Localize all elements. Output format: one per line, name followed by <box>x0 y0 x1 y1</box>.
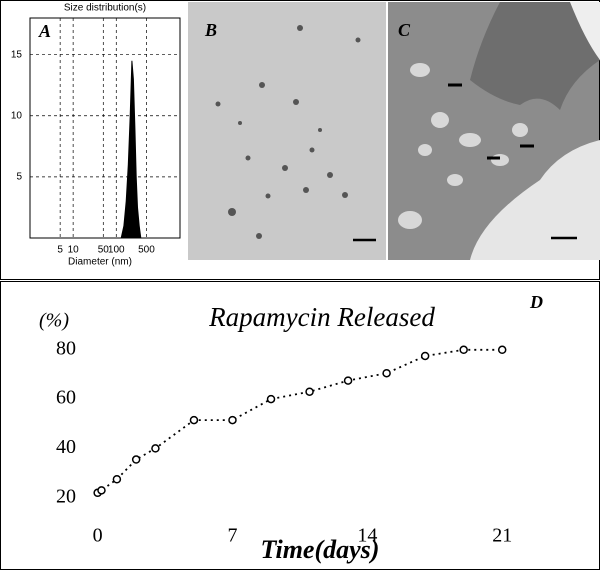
chart-title: Rapamycin Released <box>208 302 435 332</box>
data-point <box>112 474 122 484</box>
x-tick-label: 50 <box>98 245 110 256</box>
x-tick-label: 500 <box>138 245 155 256</box>
micrograph-c: C <box>388 2 600 260</box>
x-tick-label: 0 <box>93 525 103 547</box>
panel-label: C <box>398 20 411 40</box>
y-tick-label: 5 <box>16 172 22 183</box>
y-tick-label: 60 <box>56 387 76 409</box>
data-point <box>131 455 141 464</box>
data-point <box>305 387 314 396</box>
x-axis-label: Diameter (nm) <box>68 257 132 268</box>
x-tick-label: 100 <box>108 245 125 256</box>
y-tick-label: 80 <box>56 337 76 359</box>
chart-1: Rapamycin Released D (%) Time(days) 20 40 60 80… <box>39 292 543 564</box>
plot-frame <box>29 17 181 239</box>
data-point <box>459 345 468 355</box>
y-axis-label: (%) <box>39 310 69 332</box>
data-point <box>382 368 391 378</box>
data-point <box>266 394 276 404</box>
data-point <box>97 486 106 495</box>
y-tick-label: 20 <box>56 485 76 507</box>
data-point <box>497 345 507 355</box>
y-tick-label: 15 <box>11 49 23 60</box>
chart-title: Size distribution(s) <box>64 3 146 14</box>
distribution-area <box>120 60 142 239</box>
data-point <box>228 415 237 425</box>
release-line <box>97 348 503 494</box>
panel-label: A <box>38 21 51 41</box>
x-tick-label: 5 <box>57 245 63 256</box>
image-b <box>188 2 386 260</box>
x-tick-label: 10 <box>68 245 80 256</box>
y-tick-label: 40 <box>56 436 76 458</box>
panel-label: B <box>204 20 217 40</box>
panel-label: D <box>529 292 543 312</box>
x-tick-label: 21 <box>492 525 512 547</box>
micrograph-b: B <box>188 2 386 260</box>
data-point <box>420 351 430 361</box>
chart-0: Size distribution(s) A Diameter (nm) 5 10 15 5… <box>11 3 181 268</box>
data-point <box>343 376 353 385</box>
y-tick-label: 10 <box>11 110 23 121</box>
x-tick-label: 14 <box>357 525 377 547</box>
x-axis-label: Time(days) <box>261 535 380 564</box>
data-point <box>189 415 199 425</box>
x-tick-label: 7 <box>227 525 237 547</box>
data-point <box>151 444 160 453</box>
